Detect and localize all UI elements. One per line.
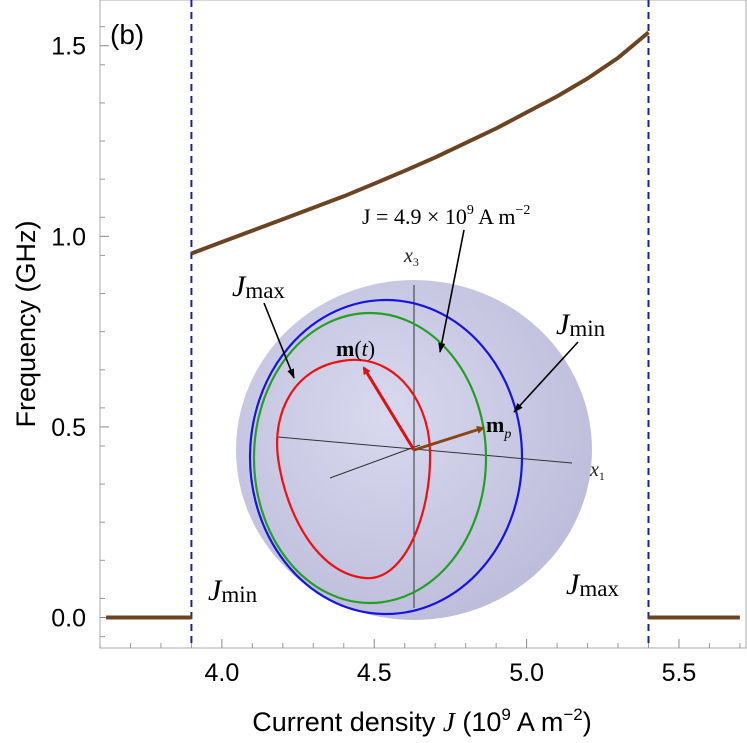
y-tick-label: 0.0: [51, 605, 86, 633]
plot-frame: [99, 0, 747, 649]
sphere-inset: [236, 229, 592, 620]
label-jmax-bottom: Jmax: [566, 568, 619, 601]
orbit-jmax: [276, 358, 432, 580]
x-axis-label: Current density J (109 A m−2): [252, 705, 592, 737]
m-vector-arrow: [362, 366, 416, 451]
frequency-series: [106, 30, 740, 620]
orbit-mid: [252, 311, 488, 605]
label-x3: x3: [403, 245, 419, 269]
x-tick-label: 5.5: [662, 659, 697, 687]
y-tick-label: 0.5: [51, 414, 86, 442]
limit-lines: [190, 0, 650, 648]
x-tick-label: 5.0: [509, 659, 544, 687]
label-jmin-bottom: Jmin: [208, 574, 258, 607]
label-x1: x1: [589, 459, 605, 483]
y-tick-label: 1.5: [51, 33, 86, 61]
x-tick-label: 4.0: [205, 659, 240, 687]
pointer-jmin: [513, 341, 579, 413]
label-jmin-inset: Jmin: [556, 308, 606, 341]
series-line: [190, 30, 650, 256]
x-tick-label: 4.5: [357, 659, 392, 687]
axis-ticks: 4.0 4.5 5.0 5.5 0.0 0.5 1.0 1.5: [51, 26, 741, 687]
label-jmid: J = 4.9 × 109 A m−2: [362, 203, 530, 229]
orbit-jmin: [248, 298, 524, 616]
label-jmax-inset: Jmax: [232, 270, 285, 303]
y-axis-label: Frequency (GHz): [11, 220, 41, 427]
label-m-p: mp: [486, 412, 511, 442]
mp-vector-arrow: [413, 426, 485, 452]
pointer-jmax: [263, 302, 295, 379]
axis-x2-line: [329, 444, 421, 479]
label-m-t: m(t): [336, 336, 375, 361]
panel-label: (b): [110, 19, 144, 50]
pointer-jmid: [438, 229, 465, 353]
y-tick-label: 1.0: [51, 223, 86, 251]
